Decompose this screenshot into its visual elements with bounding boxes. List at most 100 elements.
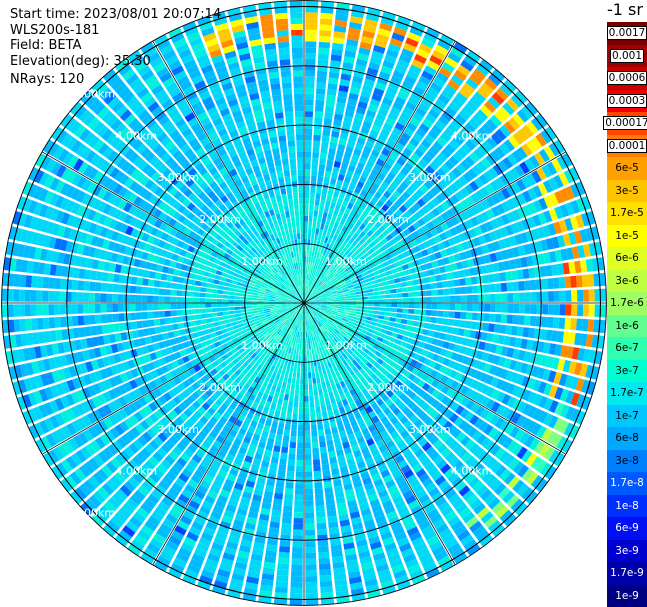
ray-gate [469,180,479,192]
ray-gate [298,419,304,426]
ray-gate [164,303,171,310]
ray-gate [463,268,471,277]
ray-gate [382,320,390,326]
ray-gate [327,257,333,264]
ray-gate [503,335,511,346]
ray-gate [431,124,443,136]
ray-gate [107,324,115,333]
ray-gate [375,113,386,122]
ray-gate [472,340,481,349]
ray-gate [315,228,320,235]
ray-gate [181,303,188,309]
ray-gate [315,298,321,301]
ray-gate [321,305,327,308]
ray-gate [314,400,320,408]
ray-gate [449,295,456,303]
ray-gate [350,300,357,303]
ray-gate [526,173,537,186]
ray-gate [531,170,542,184]
ray-gate [581,274,589,288]
ray-gate [577,304,584,317]
ray-gate [511,443,523,456]
ray-gate [358,47,371,56]
ray-gate [321,298,327,301]
ray-gate [335,102,346,110]
ray-gate [350,297,357,301]
ray-gate [586,381,596,396]
ray-gate [450,401,460,412]
ray-gate [304,413,310,420]
ray-gate [339,79,351,87]
ray-gate [523,243,532,255]
ray-gate [476,275,484,284]
ray-gate [373,330,380,336]
ray-gate [461,337,469,346]
ray-gate [19,289,26,302]
ray-gate [537,212,547,225]
ray-gate [501,381,510,392]
ray-gate [458,109,471,121]
ray-gate [558,373,568,387]
ray-gate [295,384,300,391]
ray-gate [414,265,422,273]
ray-gate [556,331,565,343]
ray-gate [405,186,415,196]
ray-gate [389,238,397,246]
ray-gate [540,239,549,252]
ray-gate [319,580,333,588]
ray-gate [538,148,551,163]
ray-gate [345,145,354,154]
ray-gate [422,118,433,129]
ray-gate [431,296,438,303]
ray-gate [536,425,547,439]
ray-gate [369,98,381,108]
ray-gate [470,276,478,285]
ray-gate [347,251,354,258]
ray-gate [485,411,495,423]
ray-gate [166,274,173,282]
ray-gate [582,289,589,302]
ray-gate [349,197,357,205]
ray-gate [304,198,309,205]
ray-gate [280,387,286,394]
ray-gate [280,452,288,460]
ray-gate [376,263,384,270]
ray-gate [245,306,252,309]
ray-gate [469,73,483,86]
ray-gate [348,271,355,277]
ray-gate [339,244,345,252]
ray-gate [196,325,203,332]
ray-gate [512,246,520,258]
ray-gate [317,59,329,66]
ray-gate [323,422,330,430]
ray-gate [543,195,554,208]
ray-gate [326,297,333,300]
ray-gate [319,30,332,37]
ray-gate [315,299,322,302]
ray-gate [490,376,500,388]
ray-gate [455,303,461,311]
ray-gate [479,223,489,234]
ray-gate [447,51,462,64]
ray-gate [331,310,338,314]
ray-gate [317,313,323,318]
ray-gate [545,265,553,277]
ray-gate [346,331,353,337]
ray-gate [390,204,399,213]
ray-gate [385,199,393,208]
ray-gate [477,144,489,156]
ray-gate [285,388,290,395]
ray-gate [300,366,304,373]
ray-gate [307,262,311,269]
ray-gate [548,251,557,263]
ray-gate [366,288,373,293]
ray-gate [305,279,308,286]
ray-gate [480,265,488,274]
ray-gate [511,209,521,221]
ray-gate [551,433,563,448]
ray-gate [348,244,355,251]
ray-gate [408,292,415,297]
ray-gate [475,246,484,256]
ray-gate [305,576,318,583]
ray-gate [324,288,330,293]
